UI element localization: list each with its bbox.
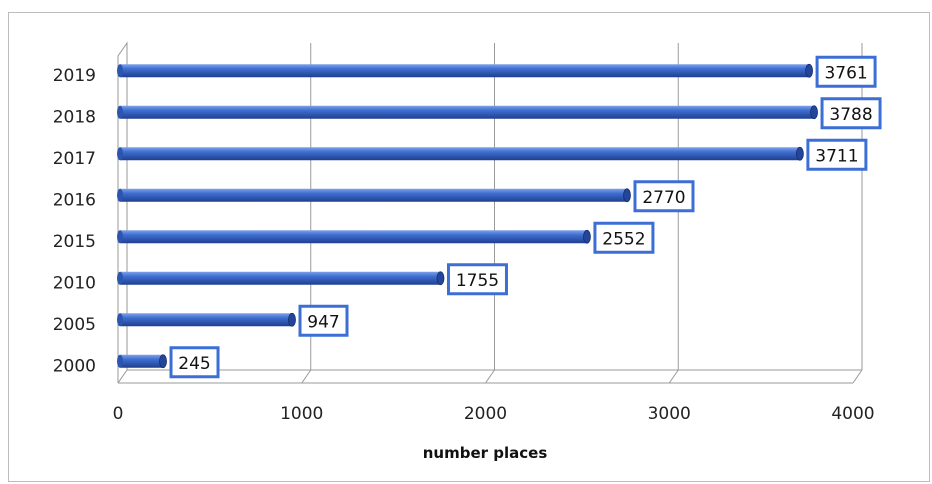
y-axis-wall: [117, 41, 128, 383]
axes: [117, 41, 862, 384]
y-tick-label: 2017: [53, 149, 96, 169]
bar-2005: [117, 312, 296, 327]
bar-2019: [117, 63, 813, 78]
x-tick-label: 1000: [280, 404, 323, 424]
data-label-2005: 947: [298, 304, 349, 337]
floor-line-1000: [301, 369, 312, 384]
bar-2015: [117, 229, 591, 244]
data-label-2015: 2552: [593, 221, 655, 254]
y-tick-label: 2016: [53, 190, 96, 210]
svg-text:3711: 3711: [815, 146, 858, 166]
bar-2000: [117, 354, 167, 369]
floor-line-4000: [852, 369, 863, 384]
y-tick-label: 2018: [53, 107, 96, 127]
bar-2010: [117, 271, 445, 286]
x-tick-label: 2000: [464, 404, 507, 424]
y-tick-label: 2000: [53, 356, 96, 376]
y-tick-label: 2019: [53, 66, 96, 86]
bar-2018: [117, 105, 818, 120]
y-tick-label: 2010: [53, 273, 96, 293]
data-labels: 3761 3788 3711 2770 2552 1755 947 245: [169, 55, 882, 379]
svg-text:1755: 1755: [456, 271, 499, 291]
data-label-2017: 3711: [806, 138, 868, 171]
bar-2016: [117, 188, 631, 203]
y-tick-label: 2005: [53, 315, 96, 335]
floor-line-0: [117, 369, 128, 384]
gridlines: [117, 43, 863, 384]
svg-text:2552: 2552: [602, 229, 645, 249]
floor-line-3000: [668, 369, 679, 384]
bars: [117, 63, 818, 369]
data-label-2000: 245: [169, 346, 220, 379]
svg-text:245: 245: [178, 354, 210, 374]
x-axis-title: number places: [423, 444, 548, 462]
svg-text:3761: 3761: [824, 63, 867, 83]
data-label-2018: 3788: [820, 97, 882, 130]
svg-text:3788: 3788: [829, 105, 872, 125]
svg-text:2770: 2770: [642, 188, 685, 208]
bar-2017: [117, 146, 804, 161]
x-tick-label: 0: [113, 404, 124, 424]
floor-line-2000: [485, 369, 495, 384]
tick-labels: 0 1000 2000 3000 4000 2019 2018 2017 2016 2015 201…: [53, 66, 875, 424]
x-tick-label: 4000: [831, 404, 874, 424]
chart-frame: [8, 12, 930, 482]
data-label-2010: 1755: [446, 263, 508, 296]
x-tick-label: 3000: [648, 404, 691, 424]
data-label-2016: 2770: [633, 180, 695, 213]
data-label-2019: 3761: [815, 55, 877, 88]
svg-text:947: 947: [307, 312, 339, 332]
y-tick-label: 2015: [53, 232, 96, 252]
